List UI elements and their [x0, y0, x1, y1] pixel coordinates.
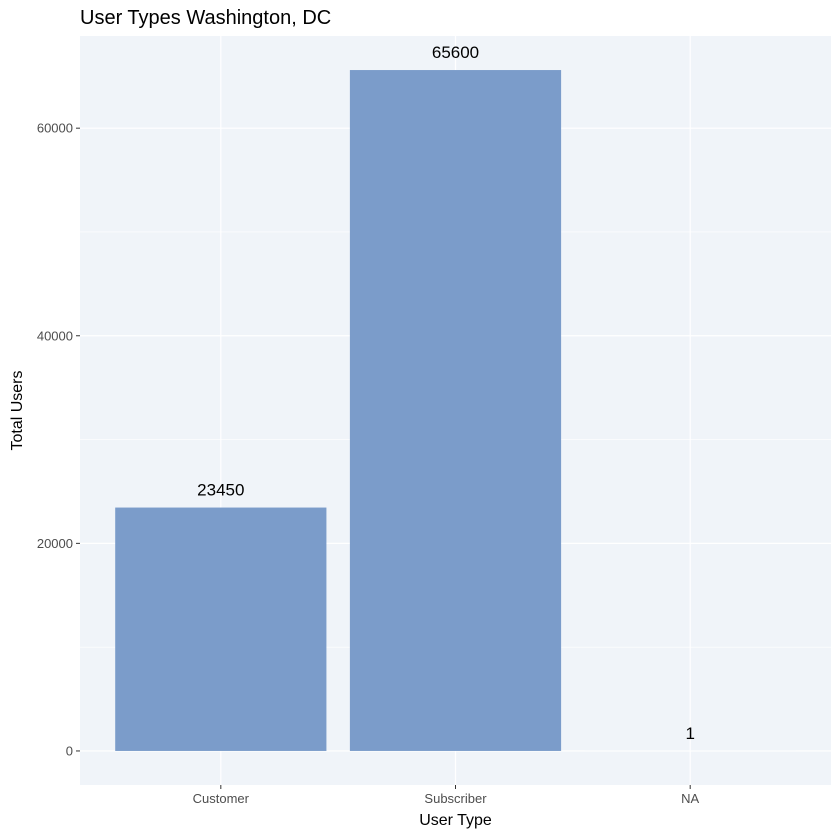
x-axis-title: User Type	[419, 812, 492, 829]
data-label-subscriber: 65600	[432, 43, 479, 62]
bars	[115, 70, 796, 751]
chart-title: User Types Washington, DC	[80, 7, 331, 29]
x-tick-label: Customer	[193, 791, 250, 806]
y-tick-label: 60000	[37, 121, 73, 136]
x-tick-label: Subscriber	[424, 791, 487, 806]
y-axis-title: Total Users	[9, 370, 26, 450]
y-tick-label: 20000	[37, 536, 73, 551]
x-tick-label: NA	[681, 791, 699, 806]
data-label-customer: 23450	[197, 481, 244, 500]
data-label-na: 1	[685, 724, 694, 743]
bar-subscriber	[349, 70, 562, 751]
y-tick-label: 0	[66, 743, 73, 758]
y-tick-label: 40000	[37, 328, 73, 343]
data-labels: 23450 65600 1	[197, 43, 695, 743]
axes: 0 20000 40000 60000 Customer Subscriber NA	[37, 121, 700, 806]
bar-customer	[115, 507, 327, 751]
